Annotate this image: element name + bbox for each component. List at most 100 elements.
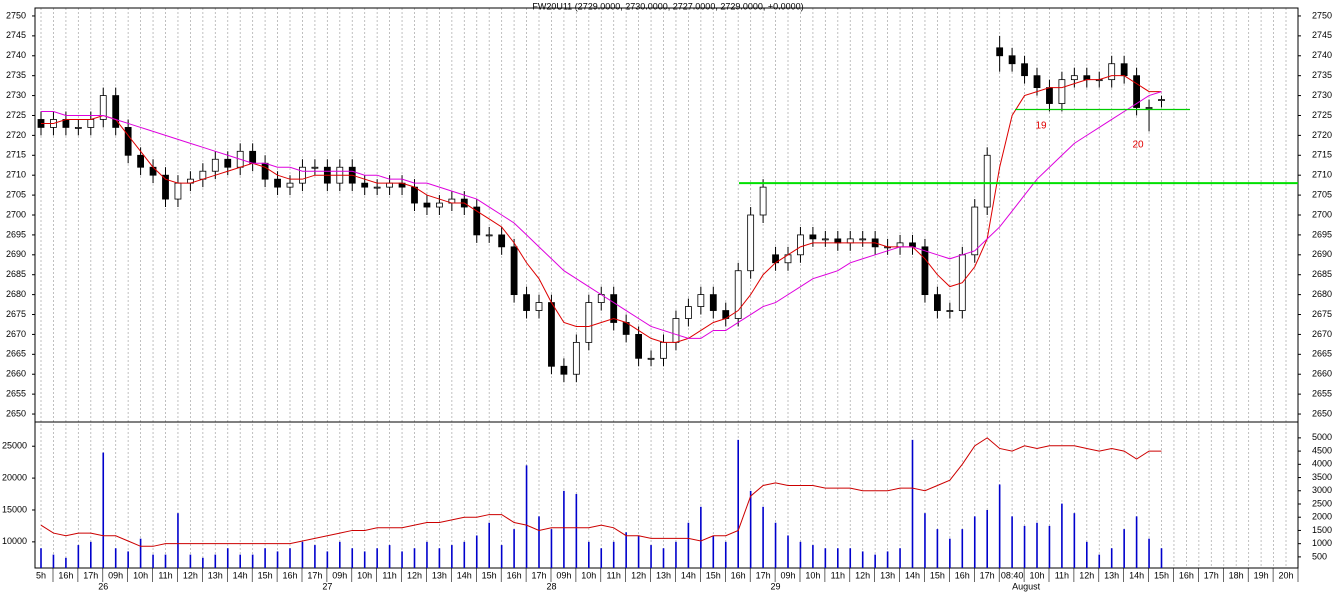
y-tick-label-right: 2685 bbox=[1312, 269, 1332, 279]
x-tick-label: 13h bbox=[1104, 570, 1119, 580]
volume-bar bbox=[488, 522, 490, 568]
y2-tick-label: 5000 bbox=[1312, 432, 1332, 442]
volume-bar bbox=[40, 548, 42, 568]
volume-bar bbox=[700, 506, 702, 568]
x-tick-label: 13h bbox=[432, 570, 447, 580]
candle-body bbox=[137, 154, 145, 168]
x-tick-label: 18h bbox=[1229, 570, 1244, 580]
candle-body bbox=[797, 234, 804, 256]
volume-bar bbox=[164, 554, 167, 568]
candle-body bbox=[224, 158, 232, 168]
y-tick-label-right: 2740 bbox=[1312, 50, 1332, 60]
y-tick-label: 2650 bbox=[6, 408, 26, 418]
volume-bar bbox=[1135, 516, 1138, 568]
volume-bar bbox=[625, 532, 627, 568]
y-tick-label-right: 2690 bbox=[1312, 249, 1332, 259]
volume-bar bbox=[226, 548, 229, 568]
volume-bar bbox=[886, 551, 889, 568]
candle-body bbox=[124, 127, 132, 156]
y-tick-label-right: 2735 bbox=[1312, 70, 1332, 80]
candle-body bbox=[610, 294, 618, 323]
volume-bar bbox=[525, 465, 528, 568]
x-tick-label: 15h bbox=[258, 570, 273, 580]
candle-body bbox=[572, 341, 580, 375]
x-tick-label: 10h bbox=[133, 570, 148, 580]
candle-body bbox=[162, 174, 169, 200]
volume-bar bbox=[451, 545, 453, 568]
x-tick-label: 11h bbox=[831, 570, 845, 580]
volume-bar bbox=[600, 548, 603, 568]
candle-body bbox=[535, 302, 543, 311]
volume-bar bbox=[177, 513, 179, 568]
candle-body bbox=[971, 206, 979, 256]
x-tick-label: 15h bbox=[482, 570, 497, 580]
moving-average bbox=[41, 75, 1162, 343]
x-tick-label: 10h bbox=[1029, 570, 1044, 580]
candle-body bbox=[99, 95, 107, 120]
y-tick-label-right: 2720 bbox=[1312, 130, 1332, 140]
candle-body bbox=[1008, 55, 1016, 65]
x-tick-label: 11h bbox=[158, 570, 172, 580]
y-tick-label-right: 2725 bbox=[1312, 110, 1332, 120]
x-tick-label: 15h bbox=[1154, 570, 1169, 580]
candle-body bbox=[523, 294, 530, 311]
volume-bar bbox=[799, 541, 802, 568]
candle-body bbox=[1133, 75, 1140, 108]
volume-bar bbox=[463, 541, 466, 568]
candle-body bbox=[299, 166, 306, 184]
volume-bar bbox=[563, 490, 565, 568]
volume-bar bbox=[202, 557, 204, 568]
volume-bar bbox=[65, 557, 67, 568]
volume-bar bbox=[102, 452, 105, 568]
volume-bar bbox=[712, 535, 715, 568]
y-tick-label: 2675 bbox=[6, 309, 26, 319]
open-interest-line bbox=[40, 437, 1162, 547]
y2-tick-label: 1500 bbox=[1312, 525, 1332, 535]
volume-bar bbox=[724, 541, 727, 568]
candle-body bbox=[1083, 75, 1091, 81]
y-tick-label: 2685 bbox=[6, 269, 26, 279]
candle-body bbox=[996, 47, 1004, 57]
candle-body bbox=[112, 95, 120, 128]
volume-bar bbox=[1160, 548, 1163, 568]
x-tick-label: 16h bbox=[282, 570, 297, 580]
y2-tick-label: 1000 bbox=[1312, 538, 1332, 548]
volume-bar bbox=[251, 554, 254, 568]
volume-bar bbox=[139, 538, 142, 568]
volume-bar bbox=[363, 551, 366, 568]
day-label: 26 bbox=[98, 581, 108, 591]
volume-bar bbox=[289, 548, 291, 568]
y-tick-label-right: 2695 bbox=[1312, 229, 1332, 239]
y-tick-label: 20000 bbox=[2, 472, 27, 482]
candle-body bbox=[946, 310, 954, 312]
candle-body bbox=[846, 238, 854, 244]
y-tick-label-right: 2675 bbox=[1312, 309, 1332, 319]
candle-body bbox=[261, 162, 269, 180]
y-tick-label-right: 2745 bbox=[1312, 30, 1332, 40]
y2-tick-label: 2500 bbox=[1312, 498, 1332, 508]
x-tick-label: 16h bbox=[58, 570, 73, 580]
volume-bar bbox=[849, 548, 852, 568]
candle-body bbox=[834, 238, 842, 244]
volume-bar bbox=[1023, 525, 1026, 568]
y-tick-label: 15000 bbox=[2, 504, 27, 514]
y-tick-label-right: 2670 bbox=[1312, 329, 1332, 339]
y-tick-label: 2670 bbox=[6, 329, 26, 339]
day-label: 27 bbox=[322, 581, 332, 591]
y-tick-label: 2750 bbox=[6, 10, 26, 20]
y-tick-label-right: 2655 bbox=[1312, 389, 1332, 399]
volume-bar bbox=[1148, 538, 1150, 568]
x-tick-label: 10h bbox=[357, 570, 372, 580]
volume-bar bbox=[314, 545, 316, 568]
day-label: 28 bbox=[546, 581, 556, 591]
candle-body bbox=[560, 365, 568, 375]
candle-body bbox=[361, 182, 369, 188]
candle-body bbox=[821, 238, 829, 241]
volume-bar bbox=[114, 548, 117, 568]
candle-body bbox=[1108, 63, 1116, 81]
y2-tick-label: 4500 bbox=[1312, 445, 1332, 455]
x-tick-label: 09h bbox=[332, 570, 347, 580]
candle-body bbox=[1046, 87, 1053, 104]
candle-body bbox=[647, 357, 655, 360]
